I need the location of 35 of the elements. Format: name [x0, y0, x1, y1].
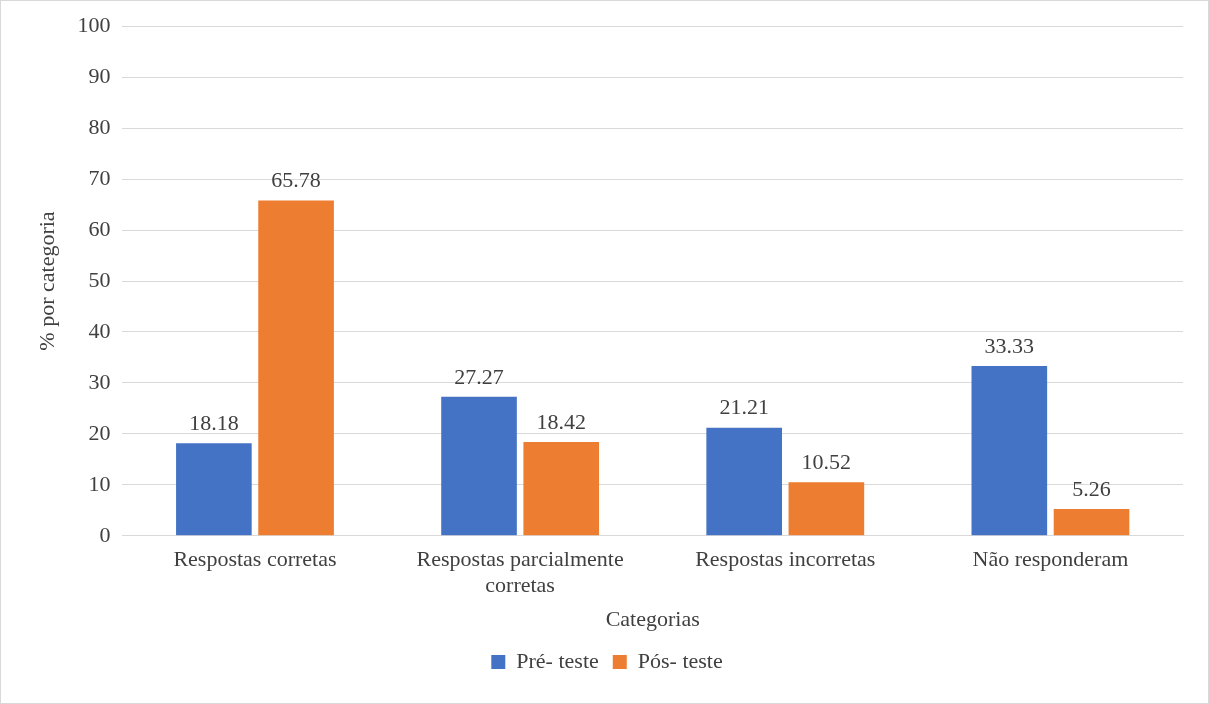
y-axis-title: % por categoria — [33, 211, 59, 351]
x-tick-label: Respostas incorretas — [695, 545, 876, 571]
y-tick-label: 0 — [99, 521, 111, 547]
y-tick-label: 80 — [88, 113, 111, 139]
data-label: 10.52 — [801, 448, 852, 474]
x-tick-label: Respostas parcialmente corretas — [416, 545, 624, 598]
data-label: 21.21 — [719, 394, 769, 420]
y-tick-label: 30 — [88, 368, 111, 394]
y-tick-label: 60 — [88, 215, 111, 241]
x-tick-label: Não responderam — [972, 545, 1129, 571]
data-label: 27.27 — [454, 363, 504, 389]
y-tick-label: 100 — [77, 11, 111, 37]
y-tick-label: 10 — [88, 470, 111, 496]
data-label: 33.33 — [984, 332, 1035, 358]
data-label: 18.42 — [536, 408, 586, 434]
x-axis-title: Categorias — [605, 605, 700, 631]
bar — [258, 200, 334, 536]
bar — [971, 365, 1048, 536]
bar — [176, 443, 252, 536]
y-tick-label: 50 — [88, 266, 111, 292]
bar — [706, 427, 782, 536]
bar — [523, 441, 600, 536]
data-label: 18.18 — [189, 409, 239, 435]
bar — [441, 396, 517, 536]
bar — [1053, 509, 1130, 536]
legend-label: Pós- teste — [637, 647, 723, 673]
y-tick-label: 40 — [88, 317, 111, 343]
y-tick-label: 20 — [88, 419, 111, 445]
y-tick-label: 90 — [88, 62, 111, 88]
data-label: 5.26 — [1072, 475, 1111, 501]
data-label: 65.78 — [271, 167, 321, 193]
legend-label: Pré- teste — [516, 647, 599, 673]
x-tick-label: Respostas corretas — [173, 545, 337, 571]
y-tick-label: 70 — [88, 164, 111, 190]
bar — [788, 482, 865, 536]
